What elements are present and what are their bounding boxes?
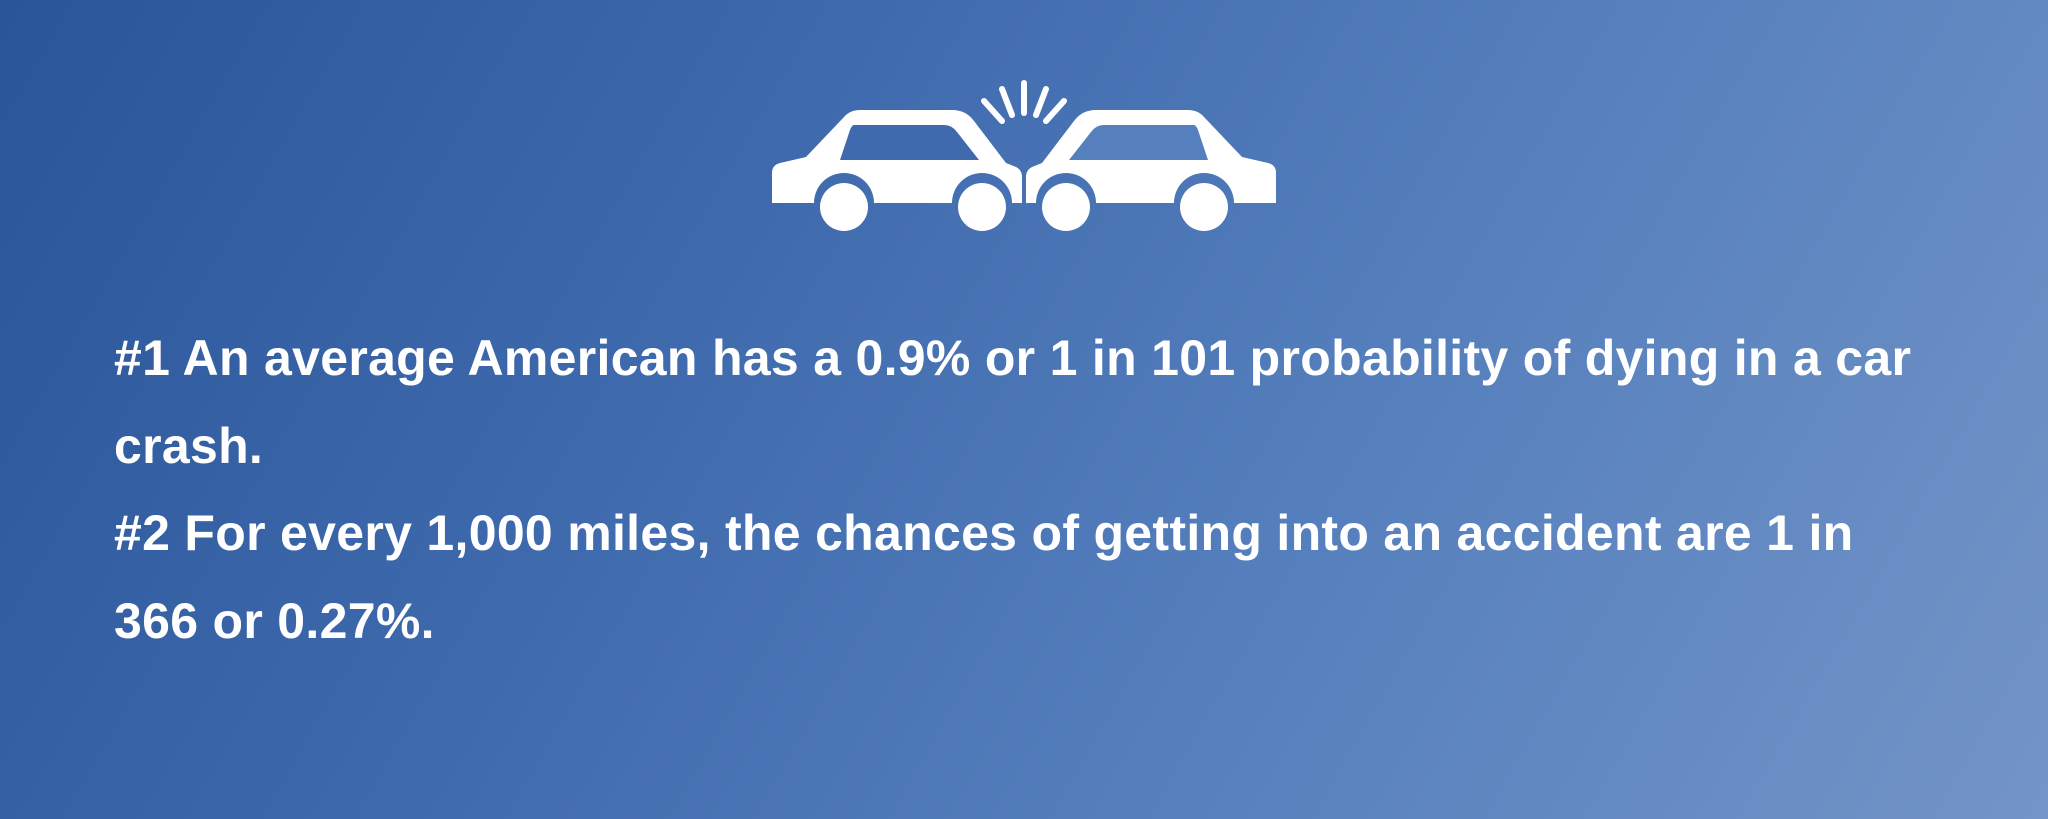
statistic-1: #1 An average American has a 0.9% or 1 i… [114,315,1934,490]
statistics-text-block: #1 An average American has a 0.9% or 1 i… [104,315,1944,665]
car-crash-icon [744,55,1304,255]
statistic-2: #2 For every 1,000 miles, the chances of… [114,490,1934,665]
